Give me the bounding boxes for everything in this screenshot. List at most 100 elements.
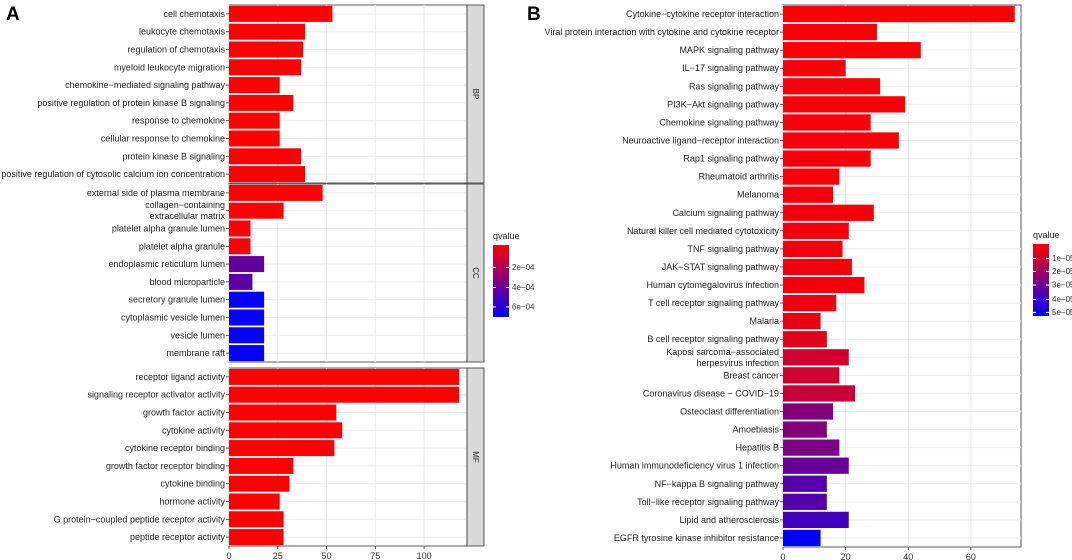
legend-tick-label: 4e−04 bbox=[512, 283, 535, 292]
x-tick-label: 25 bbox=[273, 551, 283, 560]
bar bbox=[783, 367, 840, 384]
chart-b: Cytokine−cytokine receptor interaction Vi… bbox=[545, 4, 1072, 560]
category-label: Melanoma bbox=[737, 190, 779, 200]
bar bbox=[783, 475, 827, 492]
bar bbox=[229, 309, 265, 326]
category-label: leukocyte chemotaxis bbox=[139, 27, 226, 37]
category-label: NF−kappa B signaling pathway bbox=[655, 479, 780, 489]
category-label: chemokine−mediated signaling pathway bbox=[65, 80, 225, 90]
category-label: Amoebiasis bbox=[732, 425, 779, 435]
category-label: cytoplasmic vesicle lumen bbox=[121, 313, 225, 323]
bar bbox=[783, 222, 849, 239]
category-label: Toll−like receptor signaling pathway bbox=[637, 497, 779, 507]
bar bbox=[783, 511, 849, 529]
bar bbox=[783, 331, 827, 348]
facet-strip bbox=[466, 4, 485, 184]
x-tick-label: 60 bbox=[966, 552, 976, 560]
category-label: IL−17 signaling pathway bbox=[682, 63, 779, 73]
category-label: regulation of chemotaxis bbox=[127, 45, 225, 55]
bar bbox=[229, 202, 284, 219]
category-label: growth factor activity bbox=[143, 408, 226, 418]
x-tick-label: 50 bbox=[322, 551, 332, 560]
bar bbox=[783, 258, 852, 276]
category-label: cytokine binding bbox=[160, 479, 225, 489]
legend-tick-label: 2e−04 bbox=[512, 263, 535, 272]
legend-tick-label: 4e−05 bbox=[1052, 295, 1072, 304]
category-label: cellular response to chemokine bbox=[101, 134, 225, 144]
category-label: Hepatitis B bbox=[735, 443, 779, 453]
category-label: Viral protein interaction with cytokine … bbox=[545, 27, 779, 37]
bar bbox=[783, 42, 921, 59]
category-label: Breast cancer bbox=[723, 370, 779, 380]
category-label: Human cytomegalovirus infection bbox=[646, 280, 779, 290]
bar bbox=[783, 168, 840, 185]
category-label: growth factor receptor binding bbox=[106, 461, 225, 471]
category-label: positive regulation of protein kinase B … bbox=[37, 98, 225, 108]
category-label: cell chemotaxis bbox=[163, 9, 225, 19]
bar bbox=[229, 238, 251, 255]
bar bbox=[229, 493, 280, 510]
legend-colorbar bbox=[493, 245, 509, 317]
panel-letter-b: B bbox=[527, 4, 541, 25]
category-label: PI3K−Akt signaling pathway bbox=[667, 99, 779, 109]
category-label: Calcium signaling pathway bbox=[672, 208, 779, 218]
category-label: Osteoclast differentiation bbox=[680, 407, 779, 417]
category-label: membrane raft bbox=[166, 348, 225, 358]
category-label: T cell receptor signaling pathway bbox=[648, 298, 779, 308]
bar bbox=[229, 345, 265, 362]
category-label: Lipid and atherosclerosis bbox=[679, 515, 779, 525]
category-label: external side of plasma membrane bbox=[87, 188, 225, 198]
legend-tick-label: 2e−05 bbox=[1052, 267, 1072, 276]
x-tick-label: 75 bbox=[370, 551, 380, 560]
bar bbox=[783, 5, 1015, 23]
category-label: Neuroactive ligand−receptor interaction bbox=[622, 136, 779, 146]
category-label: protein kinase B signaling bbox=[122, 151, 225, 161]
bar bbox=[229, 184, 323, 201]
category-label: Human immunodeficiency virus 1 infection bbox=[610, 461, 779, 471]
category-label: Kaposi sarcoma−associated herpesvirus inf… bbox=[666, 347, 779, 368]
bar bbox=[229, 220, 251, 237]
bar bbox=[229, 475, 290, 492]
bar bbox=[783, 313, 821, 330]
strip-label: MF bbox=[471, 451, 480, 463]
legend-tick-label: 1e−05 bbox=[1052, 254, 1072, 263]
category-label: Rheumatoid arthritis bbox=[698, 172, 779, 182]
bar bbox=[229, 41, 304, 58]
x-tick-label: 0 bbox=[226, 551, 231, 560]
category-label: positive regulation of cytosolic calcium… bbox=[1, 169, 225, 179]
category-label: signaling receptor activator activity bbox=[87, 390, 225, 400]
bar bbox=[229, 148, 302, 165]
category-label: B cell receptor signaling pathway bbox=[647, 334, 779, 344]
bar bbox=[229, 94, 294, 111]
facet-strip bbox=[466, 183, 485, 363]
strip-label: CC bbox=[471, 267, 480, 279]
bar bbox=[783, 132, 899, 149]
bar bbox=[229, 23, 306, 40]
category-label: endoplasmic reticulum lumen bbox=[108, 259, 225, 269]
bar bbox=[783, 276, 865, 294]
bar bbox=[783, 240, 843, 258]
category-label: receptor ligand activity bbox=[135, 372, 225, 382]
bar bbox=[783, 493, 827, 510]
legend-title: qvalue bbox=[1033, 230, 1060, 240]
bar bbox=[229, 440, 335, 457]
bar bbox=[783, 529, 821, 547]
category-label: EGFR tyrosine kinase inhibitor resistanc… bbox=[614, 533, 779, 543]
bar bbox=[783, 78, 881, 95]
bar bbox=[229, 130, 280, 147]
plot-panel bbox=[782, 4, 1022, 548]
category-label: cytokine activity bbox=[162, 425, 226, 435]
x-tick-label: 40 bbox=[903, 552, 913, 560]
category-label: Malaria bbox=[749, 316, 779, 326]
category-label: Cytokine−cytokine receptor interaction bbox=[626, 9, 779, 19]
bar bbox=[783, 204, 874, 221]
bar bbox=[229, 166, 306, 183]
bar bbox=[229, 529, 284, 546]
chart-a: cell chemotaxis leukocyte chemotaxis regul… bbox=[1, 4, 535, 560]
legend-title: qvalue bbox=[493, 231, 520, 241]
x-tick-label: 100 bbox=[417, 551, 432, 560]
bar bbox=[229, 59, 302, 76]
bar bbox=[229, 404, 337, 421]
facet-cc: external side of plasma membrane collagen… bbox=[87, 183, 485, 363]
